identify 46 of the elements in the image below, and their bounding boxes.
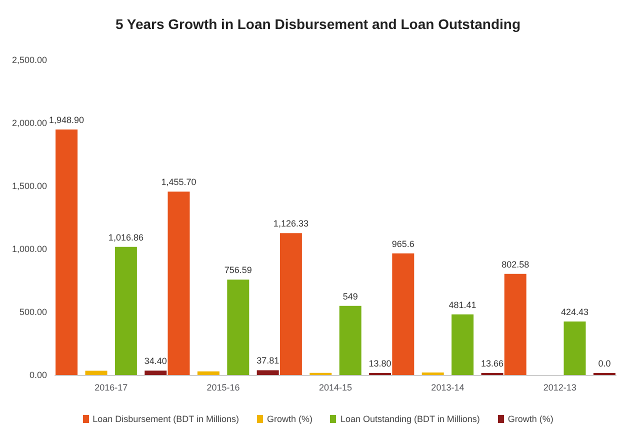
bar [114, 246, 137, 375]
legend-label: Growth (%) [506, 414, 554, 424]
bar [85, 370, 108, 375]
data-label: 1,016.86 [108, 232, 144, 242]
bar [504, 274, 526, 375]
x-tick-label: 2016-17 [94, 382, 128, 392]
data-label: 1,948.90 [49, 114, 84, 125]
data-label: 756.59 [224, 265, 252, 276]
data-label: 13.80 [368, 358, 392, 368]
x-tick-label: 2012-13 [543, 382, 576, 392]
bar [227, 280, 250, 375]
data-label: 0.0 [598, 358, 611, 368]
bar [168, 192, 190, 375]
bar [452, 314, 474, 375]
y-tick-label: 500.00 [19, 307, 47, 317]
bar [280, 233, 302, 375]
data-label: 965.6 [392, 238, 414, 249]
bar [564, 322, 586, 375]
x-tick-label: 2013-14 [431, 382, 464, 392]
bar [392, 253, 414, 375]
y-tick-label: 2,500.00 [12, 55, 47, 65]
bar [197, 371, 220, 375]
data-label: 37.81 [256, 356, 280, 366]
y-tick-label: 1,500.00 [12, 181, 47, 191]
legend-label: Loan Outstanding (BDT in Millions) [339, 414, 480, 424]
data-label: 424.43 [560, 307, 589, 318]
bar [339, 306, 362, 375]
data-label: 481.41 [448, 300, 476, 310]
y-tick-label: 1,000.00 [12, 244, 47, 254]
y-tick-label: 0.00 [29, 370, 47, 380]
x-tick-label: 2015-16 [206, 382, 240, 392]
chart-title: 5 Years Growth in Loan Disbursement and Loan Outstanding [115, 16, 521, 32]
data-label: 34.40 [144, 356, 167, 366]
bar [422, 372, 444, 375]
data-label: 1,455.70 [161, 177, 196, 188]
legend-label: Growth (%) [266, 414, 312, 424]
bar [256, 370, 279, 375]
x-tick-label: 2014-15 [318, 382, 352, 392]
legend-label: Loan Disbursement (BDT in Millions) [92, 414, 239, 424]
y-tick-label: 2,000.00 [12, 118, 47, 128]
bar [144, 370, 167, 375]
data-label: 13.66 [480, 358, 504, 368]
data-label: 549 [342, 291, 358, 302]
bar [56, 129, 78, 375]
data-label: 802.58 [502, 259, 530, 270]
data-label: 1,126.33 [273, 218, 308, 229]
